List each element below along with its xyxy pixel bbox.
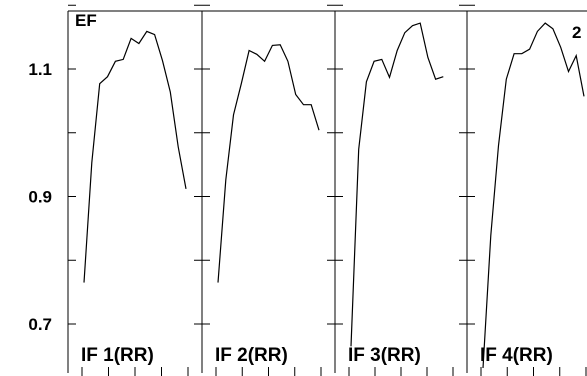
panel-3: IF 3(RR)	[348, 22, 454, 376]
y-tick-label: 1.1	[28, 60, 52, 79]
panel-label: IF 3(RR)	[348, 345, 421, 366]
panel-label: IF 4(RR)	[480, 345, 553, 366]
panel-label: IF 1(RR)	[81, 345, 154, 366]
panel-4: IF 4(RR)	[480, 22, 587, 376]
plot-frame	[67, 10, 587, 373]
series-line	[350, 22, 444, 347]
panels: IF 1(RR) IF 2(RR) IF 3(RR) IF 4(RR)	[81, 22, 587, 376]
series-line	[83, 30, 187, 283]
series-line	[217, 44, 320, 283]
corner-label-right: 2	[572, 23, 581, 42]
y-tick-label: 0.7	[28, 315, 52, 334]
y-axis-ticks: 0.7 0.9 1.1	[28, 4, 475, 334]
series-line	[482, 22, 585, 369]
panel-1: IF 1(RR)	[81, 30, 189, 376]
y-tick-label: 0.9	[28, 188, 52, 207]
corner-label-left: EF	[75, 11, 97, 30]
panel-label: IF 2(RR)	[215, 345, 288, 366]
panel-2: IF 2(RR)	[215, 44, 322, 376]
